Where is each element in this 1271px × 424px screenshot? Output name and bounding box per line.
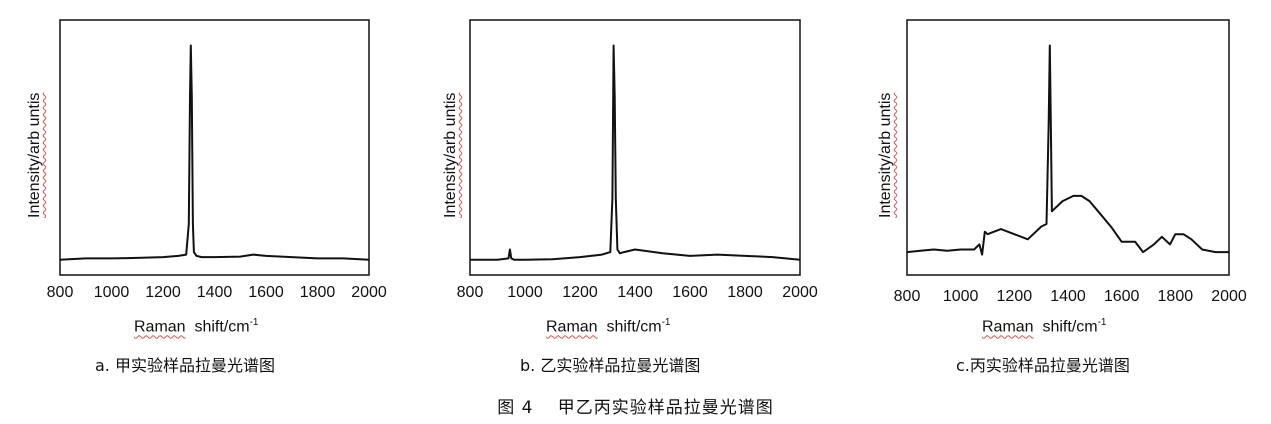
chart-c-caption: c.丙实验样品拉曼光谱图 bbox=[956, 356, 1130, 375]
chart-a-xtick-label: 1800 bbox=[300, 284, 336, 301]
chart-c-xtick-label: 800 bbox=[894, 288, 921, 305]
chart-c-xtick-label: 1800 bbox=[1158, 288, 1194, 305]
chart-b-plot: 800 1000 1200 1400 1600 1800 2000 bbox=[457, 19, 818, 301]
chart-a-xlabel: Raman shift/cm-1 bbox=[134, 317, 259, 336]
chart-a-xtick-label: 2000 bbox=[351, 284, 387, 301]
chart-b-series-line bbox=[470, 44, 801, 261]
chart-a-frame bbox=[59, 19, 370, 276]
chart-b-xtick-label: 800 bbox=[457, 284, 484, 301]
chart-c-xtick-label: 1000 bbox=[943, 288, 979, 305]
chart-b-ylabel: Intensity/arb untis bbox=[442, 92, 459, 218]
chart-b-frame bbox=[469, 19, 801, 276]
chart-b-xtick-label: 1400 bbox=[617, 284, 653, 301]
chart-c-plot: 800 1000 1200 1400 1600 1800 2000 bbox=[894, 19, 1247, 305]
chart-panel-b: 800 1000 1200 1400 1600 1800 2000 Intensity/ar… bbox=[420, 0, 840, 390]
chart-a-xtick-label: 1600 bbox=[248, 284, 284, 301]
chart-b-caption: b. 乙实验样品拉曼光谱图 bbox=[520, 356, 701, 375]
chart-c-frame bbox=[906, 19, 1230, 276]
chart-c-xtick-label: 1600 bbox=[1104, 288, 1140, 305]
chart-panel-c: 800 1000 1200 1400 1600 1800 2000 Intensity/ar… bbox=[850, 0, 1271, 390]
chart-c-xtick-label: 1200 bbox=[997, 288, 1033, 305]
chart-a-series-line bbox=[59, 44, 370, 261]
chart-c-series-line bbox=[906, 44, 1229, 256]
chart-a-caption: a. 甲实验样品拉曼光谱图 bbox=[95, 356, 275, 375]
chart-b-xtick-label: 2000 bbox=[782, 284, 818, 301]
chart-panel-a: 800 1000 1200 1400 1600 1800 2000 Intensity/ar… bbox=[0, 0, 420, 390]
figure-caption: 图 4 甲乙丙实验样品拉曼光谱图 bbox=[497, 398, 774, 418]
chart-c-ylabel: Intensity/arb untis bbox=[877, 92, 894, 218]
chart-a-xtick-label: 800 bbox=[47, 284, 74, 301]
chart-a-xtick-label: 1400 bbox=[197, 284, 233, 301]
chart-b-xtick-label: 1000 bbox=[507, 284, 543, 301]
chart-a-xtick-label: 1000 bbox=[94, 284, 130, 301]
chart-c-xtick-label: 2000 bbox=[1211, 288, 1247, 305]
chart-b-xtick-label: 1200 bbox=[562, 284, 598, 301]
chart-b-xlabel: Raman shift/cm-1 bbox=[546, 317, 671, 336]
chart-b-xtick-label: 1800 bbox=[727, 284, 763, 301]
chart-a-ylabel: Intensity/arb untis bbox=[26, 92, 43, 218]
chart-c-xlabel: Raman shift/cm-1 bbox=[982, 317, 1107, 336]
chart-a-plot: 800 1000 1200 1400 1600 1800 2000 bbox=[47, 19, 387, 301]
chart-b-xtick-label: 1600 bbox=[672, 284, 708, 301]
chart-a-xtick-label: 1200 bbox=[145, 284, 181, 301]
chart-c-xtick-label: 1400 bbox=[1050, 288, 1086, 305]
